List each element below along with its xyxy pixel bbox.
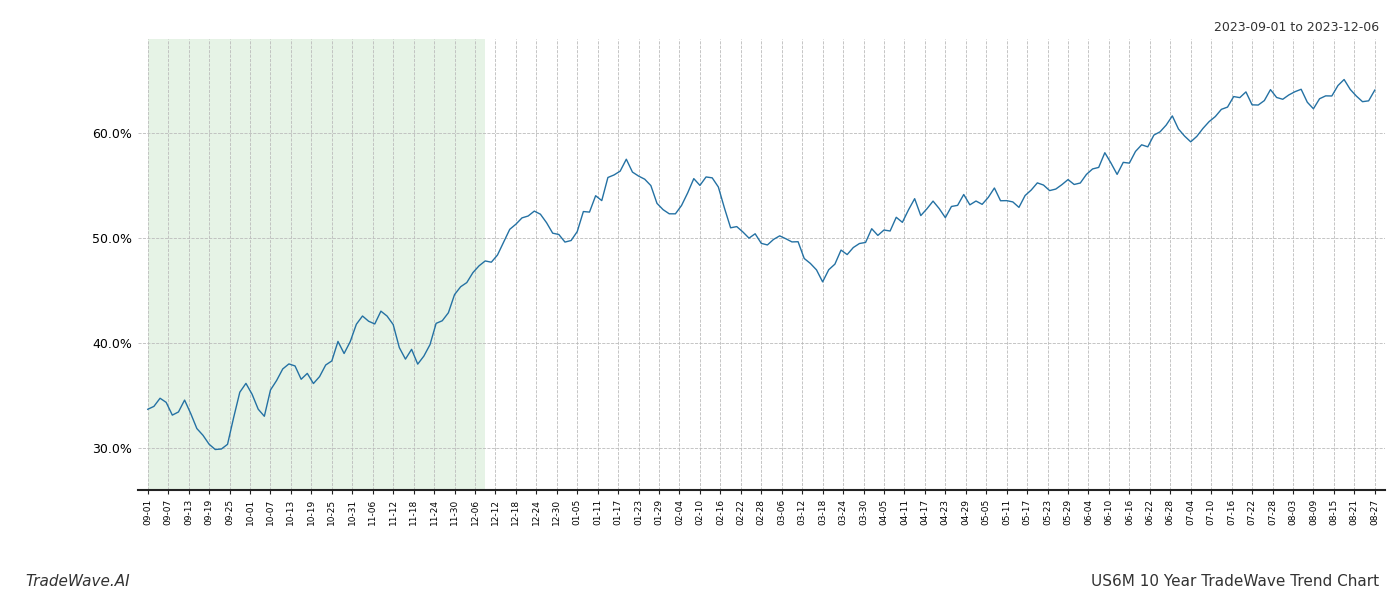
Text: TradeWave.AI: TradeWave.AI xyxy=(25,574,130,589)
Text: US6M 10 Year TradeWave Trend Chart: US6M 10 Year TradeWave Trend Chart xyxy=(1091,574,1379,589)
Bar xyxy=(148,39,486,490)
Text: 2023-09-01 to 2023-12-06: 2023-09-01 to 2023-12-06 xyxy=(1214,21,1379,34)
